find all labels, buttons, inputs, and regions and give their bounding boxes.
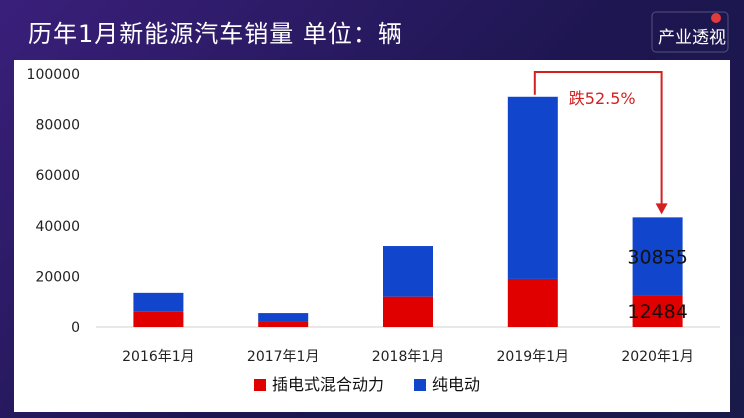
stacked-bar-chart: 0 20000 40000 60000 80000 100000 2016年1月 2017年… [27,67,720,394]
x-tick-label: 2020年1月 [621,349,694,365]
bar-segment-phev [133,311,184,327]
bar-segment-phev [258,321,309,327]
legend-swatch [414,379,426,391]
y-tick-label: 40000 [35,219,80,235]
brand-logo: 产业透视 [651,11,729,53]
data-label: 12484 [627,301,687,323]
legend-swatch [254,379,266,391]
annotation-label: 跌52.5% [569,89,636,108]
legend-label: 纯电动 [432,375,480,394]
x-tick-label: 2018年1月 [372,349,445,365]
y-tick-label: 100000 [27,67,80,83]
y-tick-label: 0 [71,320,80,336]
brand-logo-text: 产业透视 [658,28,726,48]
data-label: 30855 [627,246,687,268]
y-tick-label: 60000 [35,168,80,184]
x-tick-label: 2017年1月 [247,349,320,365]
chart-panel: 0 20000 40000 60000 80000 100000 2016年1月 2017年… [14,60,730,412]
annotation-arrow-line [533,71,663,206]
x-tick-label: 2019年1月 [497,349,570,365]
bar-segment-phev [383,296,433,327]
bar-segment-bev [383,246,433,297]
y-tick-label: 80000 [35,118,80,134]
bar-segment-phev [507,278,558,327]
x-tick-label: 2016年1月 [122,349,195,365]
chart-title: 历年1月新能源汽车销量 单位：辆 [28,20,403,48]
annotation-arrowhead [655,203,668,215]
bar-segment-phev [632,295,683,327]
y-tick-label: 20000 [35,269,80,285]
bar-segment-bev [133,292,184,312]
bar-segment-bev [632,217,683,296]
bar-segment-bev [258,313,309,322]
legend-label: 插电式混合动力 [272,375,384,394]
bar-segment-bev [507,96,558,279]
